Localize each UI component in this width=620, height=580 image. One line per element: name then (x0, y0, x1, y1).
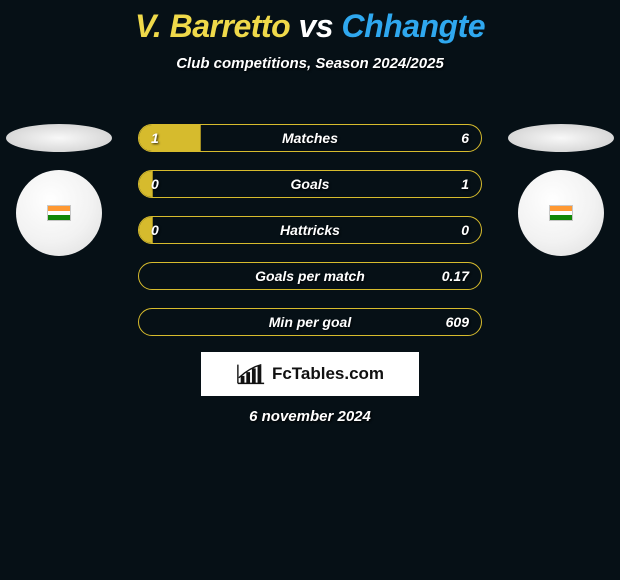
stat-value-right: 0 (461, 217, 469, 243)
player1-name: V. Barretto (135, 8, 290, 44)
stat-bar: Goals0 1 (138, 170, 482, 198)
stat-value-right: 1 (461, 171, 469, 197)
flag-stripe (550, 215, 572, 220)
player2-name: Chhangte (341, 8, 485, 44)
player1-badge-circle (16, 170, 102, 256)
brand-badge: FcTables.com (201, 352, 419, 396)
flag-stripe (48, 215, 70, 220)
brand-chart-icon (236, 362, 266, 386)
player2-shadow-ellipse (508, 124, 614, 152)
player1-shadow-ellipse (6, 124, 112, 152)
stat-value-left: 0 (151, 217, 159, 243)
brand-text: FcTables.com (272, 364, 384, 384)
stat-label: Goals per match (139, 263, 481, 289)
stat-label: Hattricks (139, 217, 481, 243)
stat-bar: Matches1 6 (138, 124, 482, 152)
player1-column (4, 124, 114, 256)
vs-separator: vs (299, 8, 334, 44)
stat-value-right: 0.17 (442, 263, 469, 289)
stat-bar: Min per goal609 (138, 308, 482, 336)
player2-column (506, 124, 616, 256)
stat-bars: Matches16Goals01Hattricks00Goals per mat… (138, 124, 482, 336)
stat-label: Matches (139, 125, 481, 151)
subtitle: Club competitions, Season 2024/2025 (0, 55, 620, 72)
stat-value-right: 609 (446, 309, 469, 335)
player2-badge-circle (518, 170, 604, 256)
stat-label: Goals (139, 171, 481, 197)
stat-label: Min per goal (139, 309, 481, 335)
comparison-title: V. Barretto vs Chhangte (0, 0, 620, 45)
date-label: 6 november 2024 (0, 408, 620, 425)
stat-bar: Goals per match0.17 (138, 262, 482, 290)
player2-flag-icon (549, 205, 573, 221)
stat-value-left: 0 (151, 171, 159, 197)
stat-bar: Hattricks0 0 (138, 216, 482, 244)
player1-flag-icon (47, 205, 71, 221)
stat-value-left: 1 (151, 125, 159, 151)
stat-value-right: 6 (461, 125, 469, 151)
